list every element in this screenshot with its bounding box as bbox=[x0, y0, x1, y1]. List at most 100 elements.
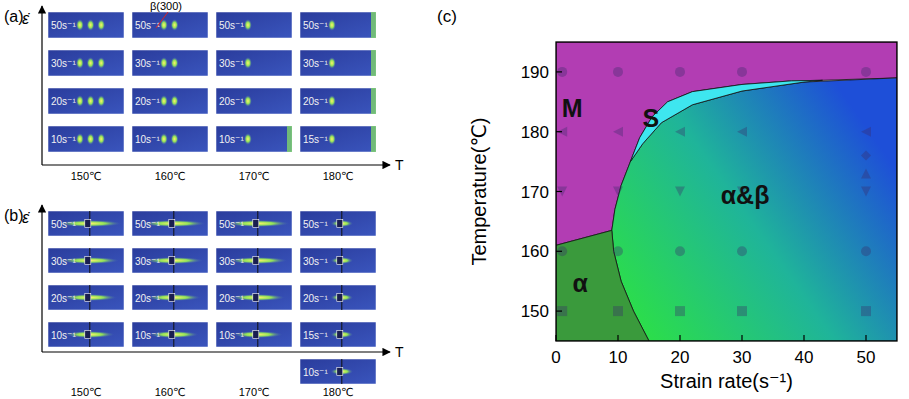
cell-label: 50s⁻¹ bbox=[135, 219, 160, 230]
pattern-cell: 30s⁻¹ bbox=[48, 248, 124, 273]
data-point bbox=[861, 246, 871, 256]
beam-stop bbox=[169, 257, 175, 265]
tick bbox=[556, 251, 562, 252]
pattern-cell: 50s⁻¹ bbox=[132, 211, 208, 236]
beam-stop bbox=[337, 368, 343, 376]
column-label: 160℃ bbox=[155, 170, 186, 182]
pattern-image bbox=[132, 211, 208, 236]
data-point bbox=[861, 67, 871, 77]
column-label: 160℃ bbox=[155, 386, 186, 398]
cell-label: 10s⁻¹ bbox=[303, 367, 328, 378]
tick bbox=[803, 335, 804, 341]
pattern-image bbox=[216, 88, 292, 114]
data-point bbox=[675, 187, 685, 197]
tick-label: 190 bbox=[521, 63, 549, 82]
cell-label: 50s⁻¹ bbox=[219, 20, 244, 31]
diffraction-spot bbox=[87, 133, 95, 145]
pattern-cell: 10s⁻¹ bbox=[216, 322, 292, 347]
data-point bbox=[861, 187, 871, 197]
pattern-image bbox=[300, 126, 376, 152]
pattern-cell: 30s⁻¹ bbox=[132, 248, 208, 273]
tick bbox=[555, 335, 556, 341]
column-label: 170℃ bbox=[239, 386, 270, 398]
cell-label: 30s⁻¹ bbox=[219, 256, 244, 267]
image-panel: (a)ε̇T150℃50s⁻¹30s⁻¹20s⁻¹10s⁻¹160℃50s⁻¹3… bbox=[4, 0, 404, 182]
pattern-cell: 10s⁻¹ bbox=[48, 126, 124, 152]
pattern-cell: 50s⁻¹ bbox=[48, 211, 124, 236]
pattern-cell: 10s⁻¹ bbox=[300, 359, 376, 384]
pattern-image bbox=[48, 126, 124, 152]
pattern-image bbox=[48, 211, 124, 236]
diffraction-spot bbox=[171, 19, 179, 31]
diffraction-spot bbox=[97, 133, 105, 145]
pattern-cell: 50s⁻¹ bbox=[300, 211, 376, 236]
diffraction-spot bbox=[328, 19, 336, 31]
cell-label: 20s⁻¹ bbox=[303, 96, 328, 107]
edge-glow bbox=[287, 126, 292, 152]
scattering-streak bbox=[330, 220, 353, 227]
pattern-image bbox=[132, 126, 208, 152]
panel-label: (b) bbox=[4, 207, 24, 224]
pattern-image bbox=[300, 211, 376, 236]
scattering-streak bbox=[330, 368, 353, 375]
pattern-image bbox=[48, 322, 124, 347]
data-point bbox=[737, 246, 747, 256]
diffraction-spot bbox=[76, 19, 84, 31]
pattern-image bbox=[48, 50, 124, 76]
pattern-image bbox=[216, 126, 292, 152]
diffraction-spot bbox=[244, 95, 252, 107]
scattering-streak bbox=[330, 257, 353, 264]
pattern-image bbox=[132, 12, 208, 38]
beam-stop bbox=[169, 220, 175, 228]
diffraction-spot bbox=[244, 19, 252, 31]
panel-label: (c) bbox=[437, 7, 457, 26]
diffraction-spot bbox=[171, 95, 179, 107]
beam-stop bbox=[253, 331, 259, 339]
diffraction-spot bbox=[76, 57, 84, 69]
column-label: 180℃ bbox=[323, 170, 354, 182]
column-label: 150℃ bbox=[71, 386, 102, 398]
pattern-cell: 50s⁻¹ bbox=[132, 12, 208, 38]
beam-stop bbox=[337, 331, 343, 339]
diffraction-spot bbox=[244, 57, 252, 69]
pattern-image bbox=[132, 285, 208, 310]
phase-region bbox=[556, 230, 649, 341]
diffraction-spot bbox=[76, 133, 84, 145]
beam-stop bbox=[85, 257, 91, 265]
pattern-image bbox=[300, 248, 376, 273]
pattern-cell: 20s⁻¹ bbox=[216, 88, 292, 114]
diffraction-spot bbox=[160, 95, 168, 107]
tick bbox=[617, 335, 618, 341]
column-label: 150℃ bbox=[71, 170, 102, 182]
pattern-image bbox=[300, 359, 376, 384]
annotation-line bbox=[156, 12, 168, 28]
data-point bbox=[613, 67, 623, 77]
pattern-image bbox=[132, 248, 208, 273]
data-point bbox=[675, 67, 685, 77]
cell-label: 20s⁻¹ bbox=[51, 96, 76, 107]
axis-line bbox=[42, 351, 390, 352]
pattern-image bbox=[216, 12, 292, 38]
diffraction-spot bbox=[328, 95, 336, 107]
pattern-image bbox=[132, 88, 208, 114]
pattern-image bbox=[132, 50, 208, 76]
diffraction-spot bbox=[87, 95, 95, 107]
diffraction-spot bbox=[171, 57, 179, 69]
pattern-cell: 30s⁻¹ bbox=[216, 50, 292, 76]
diffraction-spot bbox=[171, 133, 179, 145]
cell-label: 15s⁻¹ bbox=[303, 330, 328, 341]
axis-line bbox=[42, 164, 390, 165]
cell-label: 10s⁻¹ bbox=[51, 134, 76, 145]
beam-stop bbox=[337, 257, 343, 265]
beam-stop bbox=[169, 294, 175, 302]
cell-label: 10s⁻¹ bbox=[135, 330, 160, 341]
cell-label: 10s⁻¹ bbox=[51, 330, 76, 341]
data-point bbox=[613, 246, 623, 256]
cell-label: 20s⁻¹ bbox=[303, 293, 328, 304]
tick bbox=[741, 335, 742, 341]
tick-label: 0 bbox=[551, 348, 560, 367]
panel-label: (a) bbox=[4, 8, 24, 25]
cell-label: 30s⁻¹ bbox=[303, 256, 328, 267]
tick-label: 50 bbox=[857, 348, 876, 367]
cell-label: 30s⁻¹ bbox=[135, 256, 160, 267]
